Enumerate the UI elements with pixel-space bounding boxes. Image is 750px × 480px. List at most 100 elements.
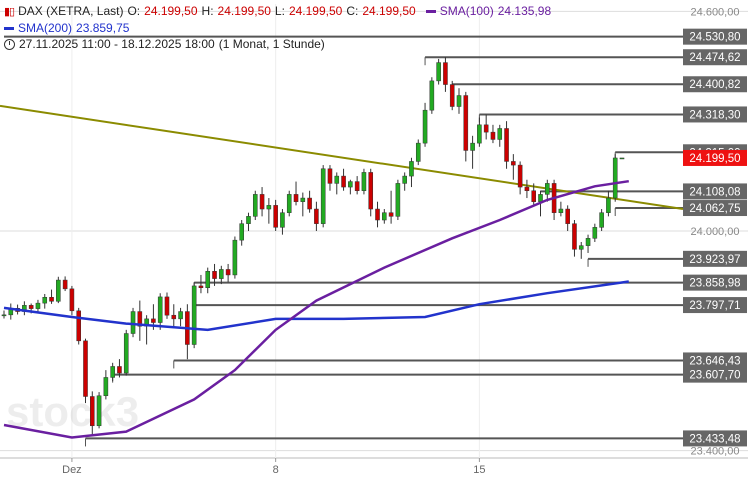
candle-body[interactable] [388, 212, 394, 217]
candle-body[interactable] [123, 333, 129, 374]
candle-body[interactable] [429, 80, 435, 111]
candle-body[interactable] [592, 227, 598, 239]
candle-body[interactable] [273, 205, 278, 228]
candle-body[interactable] [619, 157, 625, 160]
candle-body[interactable] [361, 172, 367, 191]
candle-body[interactable] [76, 310, 81, 342]
candle-body[interactable] [354, 181, 360, 191]
candle-body[interactable] [517, 164, 523, 188]
candle-body[interactable] [103, 377, 109, 397]
level-price-label: 23.607,70 [689, 370, 740, 382]
candle-body[interactable] [320, 168, 326, 224]
candle-body[interactable] [382, 212, 387, 221]
candle-body[interactable] [89, 396, 95, 427]
candle-body[interactable] [225, 269, 231, 276]
candle-body[interactable] [259, 194, 265, 210]
candle-body[interactable] [585, 238, 591, 246]
candle-body[interactable] [368, 172, 374, 210]
candle-body[interactable] [178, 311, 183, 320]
candle-body[interactable] [35, 302, 41, 309]
candle-body[interactable] [538, 194, 543, 202]
candle-body[interactable] [130, 311, 136, 334]
candle-body[interactable] [409, 161, 414, 177]
candle-body[interactable] [463, 95, 469, 151]
candle-body[interactable] [606, 197, 611, 213]
candle-body[interactable] [490, 131, 496, 140]
candle-body[interactable] [28, 305, 34, 309]
candle-body[interactable] [137, 311, 143, 327]
date-range: 27.11.2025 11:00 - 18.12.2025 18:00 [19, 37, 215, 51]
candle-body[interactable] [96, 395, 102, 427]
candle-body[interactable] [191, 285, 197, 345]
candle-body[interactable] [341, 175, 346, 188]
candle-body[interactable] [504, 128, 509, 162]
candle-body[interactable] [280, 212, 285, 228]
candle-body[interactable] [205, 271, 211, 289]
candle-body[interactable] [83, 340, 88, 397]
candle-body[interactable] [578, 245, 584, 250]
candle-body[interactable] [402, 175, 407, 184]
level-price-label: 24.474,62 [689, 52, 740, 64]
candle-body[interactable] [171, 314, 177, 320]
candle-body[interactable] [422, 109, 428, 144]
candle-body[interactable] [198, 285, 204, 288]
candle-body[interactable] [558, 208, 564, 213]
candle-body[interactable] [436, 62, 441, 82]
sma200-line[interactable] [3, 280, 629, 332]
candle-body[interactable] [612, 157, 618, 199]
candle-body[interactable] [212, 271, 217, 279]
candle-body[interactable] [252, 194, 258, 217]
candle-body[interactable] [327, 168, 333, 184]
candle-body[interactable] [307, 197, 312, 210]
candle-body[interactable] [49, 297, 54, 302]
candle-body[interactable] [572, 223, 577, 250]
candle-body[interactable] [314, 208, 319, 224]
candle-body[interactable] [470, 142, 475, 151]
candle-body[interactable] [443, 62, 448, 85]
candle-body[interactable] [62, 279, 68, 290]
candle-body[interactable] [477, 124, 482, 144]
candle-body[interactable] [456, 95, 462, 107]
candle-body[interactable] [497, 128, 503, 140]
candle-body[interactable] [449, 84, 455, 107]
candle-body[interactable] [293, 194, 299, 202]
candle-body[interactable] [110, 366, 115, 378]
candle-body[interactable] [511, 161, 516, 166]
sma100-label[interactable]: SMA(100) [439, 4, 494, 18]
candle-body[interactable] [395, 183, 401, 217]
candle-body[interactable] [164, 296, 170, 316]
candle-body[interactable] [56, 279, 61, 302]
candle-body[interactable] [239, 223, 244, 241]
candles-icon[interactable]: ▮▯ [4, 5, 15, 18]
candle-body[interactable] [117, 366, 122, 374]
candle-body[interactable] [219, 269, 224, 279]
candle-body[interactable] [334, 175, 340, 184]
candle-body[interactable] [524, 186, 530, 191]
candle-body[interactable] [375, 208, 380, 221]
candle-body[interactable] [300, 197, 306, 202]
candle-body[interactable] [565, 208, 570, 224]
y-tick-label: 23.400,00 [691, 446, 740, 458]
candle-body[interactable] [42, 297, 48, 304]
candle-body[interactable] [157, 296, 163, 323]
candle-body[interactable] [531, 190, 537, 202]
candle-body[interactable] [348, 181, 353, 188]
candle-body[interactable] [599, 212, 604, 228]
candle-body[interactable] [69, 288, 75, 312]
candle-body[interactable] [286, 194, 292, 213]
candle-body[interactable] [266, 205, 272, 210]
sma100-swatch [425, 9, 436, 13]
candle-body[interactable] [232, 239, 238, 276]
sma200-label[interactable]: SMA(200) [18, 21, 73, 35]
candle-body[interactable] [246, 216, 251, 224]
candle-body[interactable] [483, 124, 489, 133]
clock-icon[interactable] [4, 38, 15, 50]
sma100-line[interactable] [3, 179, 629, 439]
trendline[interactable] [0, 104, 684, 211]
candle-body[interactable] [151, 318, 156, 323]
legend-range-row: 27.11.2025 11:00 - 18.12.2025 18:00 (1 M… [4, 37, 325, 51]
candle-body[interactable] [1, 314, 7, 317]
candle-body[interactable] [545, 183, 550, 195]
candle-body[interactable] [415, 142, 421, 162]
